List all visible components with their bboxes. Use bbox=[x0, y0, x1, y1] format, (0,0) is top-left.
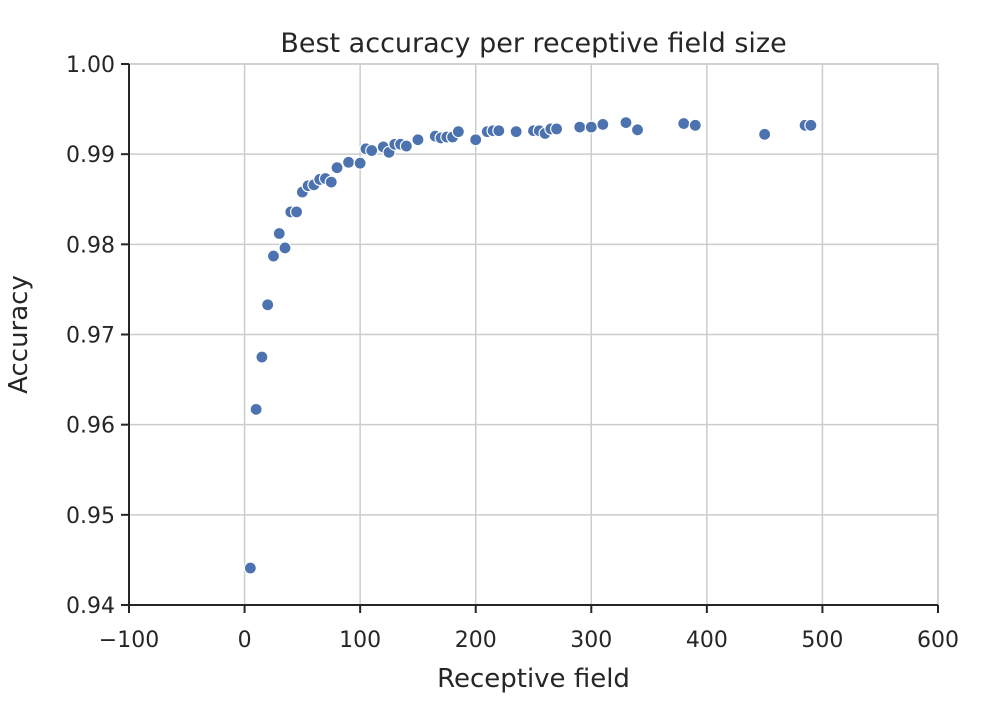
x-tick-label: 600 bbox=[917, 628, 959, 653]
x-tick-label: 100 bbox=[339, 628, 381, 653]
data-point bbox=[573, 120, 587, 134]
data-point bbox=[619, 116, 633, 130]
data-point bbox=[289, 205, 304, 219]
x-tick-label: 300 bbox=[570, 628, 612, 653]
y-tick-label: 0.96 bbox=[66, 414, 115, 439]
data-point bbox=[630, 123, 645, 137]
chart-title: Best accuracy per receptive field size bbox=[280, 28, 786, 59]
data-point bbox=[469, 133, 483, 147]
data-point bbox=[399, 139, 413, 153]
data-point bbox=[255, 350, 269, 364]
data-point bbox=[341, 155, 356, 169]
data-point bbox=[677, 116, 691, 131]
data-point bbox=[266, 249, 281, 263]
grid bbox=[128, 63, 939, 606]
data-point bbox=[353, 156, 367, 170]
x-tick-label: 0 bbox=[238, 628, 252, 653]
data-point bbox=[550, 122, 564, 136]
data-point bbox=[492, 124, 506, 138]
y-tick-label: 0.95 bbox=[66, 504, 115, 529]
axes: −100 0 100 200 300 400 500 600 0.94 0.95 0.96 0.97 0… bbox=[66, 53, 959, 653]
x-tick-label: 400 bbox=[686, 628, 728, 653]
y-tick-label: 0.99 bbox=[66, 143, 115, 168]
data-point bbox=[804, 118, 818, 132]
data-points bbox=[243, 116, 818, 575]
data-point bbox=[330, 161, 344, 175]
data-point bbox=[596, 117, 610, 132]
x-tick-label: −100 bbox=[99, 628, 159, 653]
data-point bbox=[451, 125, 465, 139]
data-point bbox=[584, 120, 598, 134]
y-tick-label: 0.94 bbox=[66, 594, 115, 619]
data-point bbox=[278, 241, 292, 255]
y-tick-label: 0.97 bbox=[66, 324, 115, 349]
data-point bbox=[249, 402, 263, 416]
y-axis-label: Accuracy bbox=[4, 275, 34, 394]
x-tick-label: 200 bbox=[455, 628, 497, 653]
data-point bbox=[365, 143, 379, 158]
data-point bbox=[411, 133, 425, 147]
data-point bbox=[688, 118, 702, 132]
data-point bbox=[324, 175, 338, 189]
data-point bbox=[758, 127, 772, 141]
data-point bbox=[261, 298, 275, 312]
x-tick-label: 500 bbox=[801, 628, 843, 653]
y-tick-label: 0.98 bbox=[66, 233, 115, 258]
data-point bbox=[272, 226, 286, 241]
y-tick-label: 1.00 bbox=[66, 53, 115, 78]
data-point bbox=[243, 561, 257, 575]
x-axis-label: Receptive field bbox=[437, 664, 630, 694]
data-point bbox=[509, 125, 523, 139]
